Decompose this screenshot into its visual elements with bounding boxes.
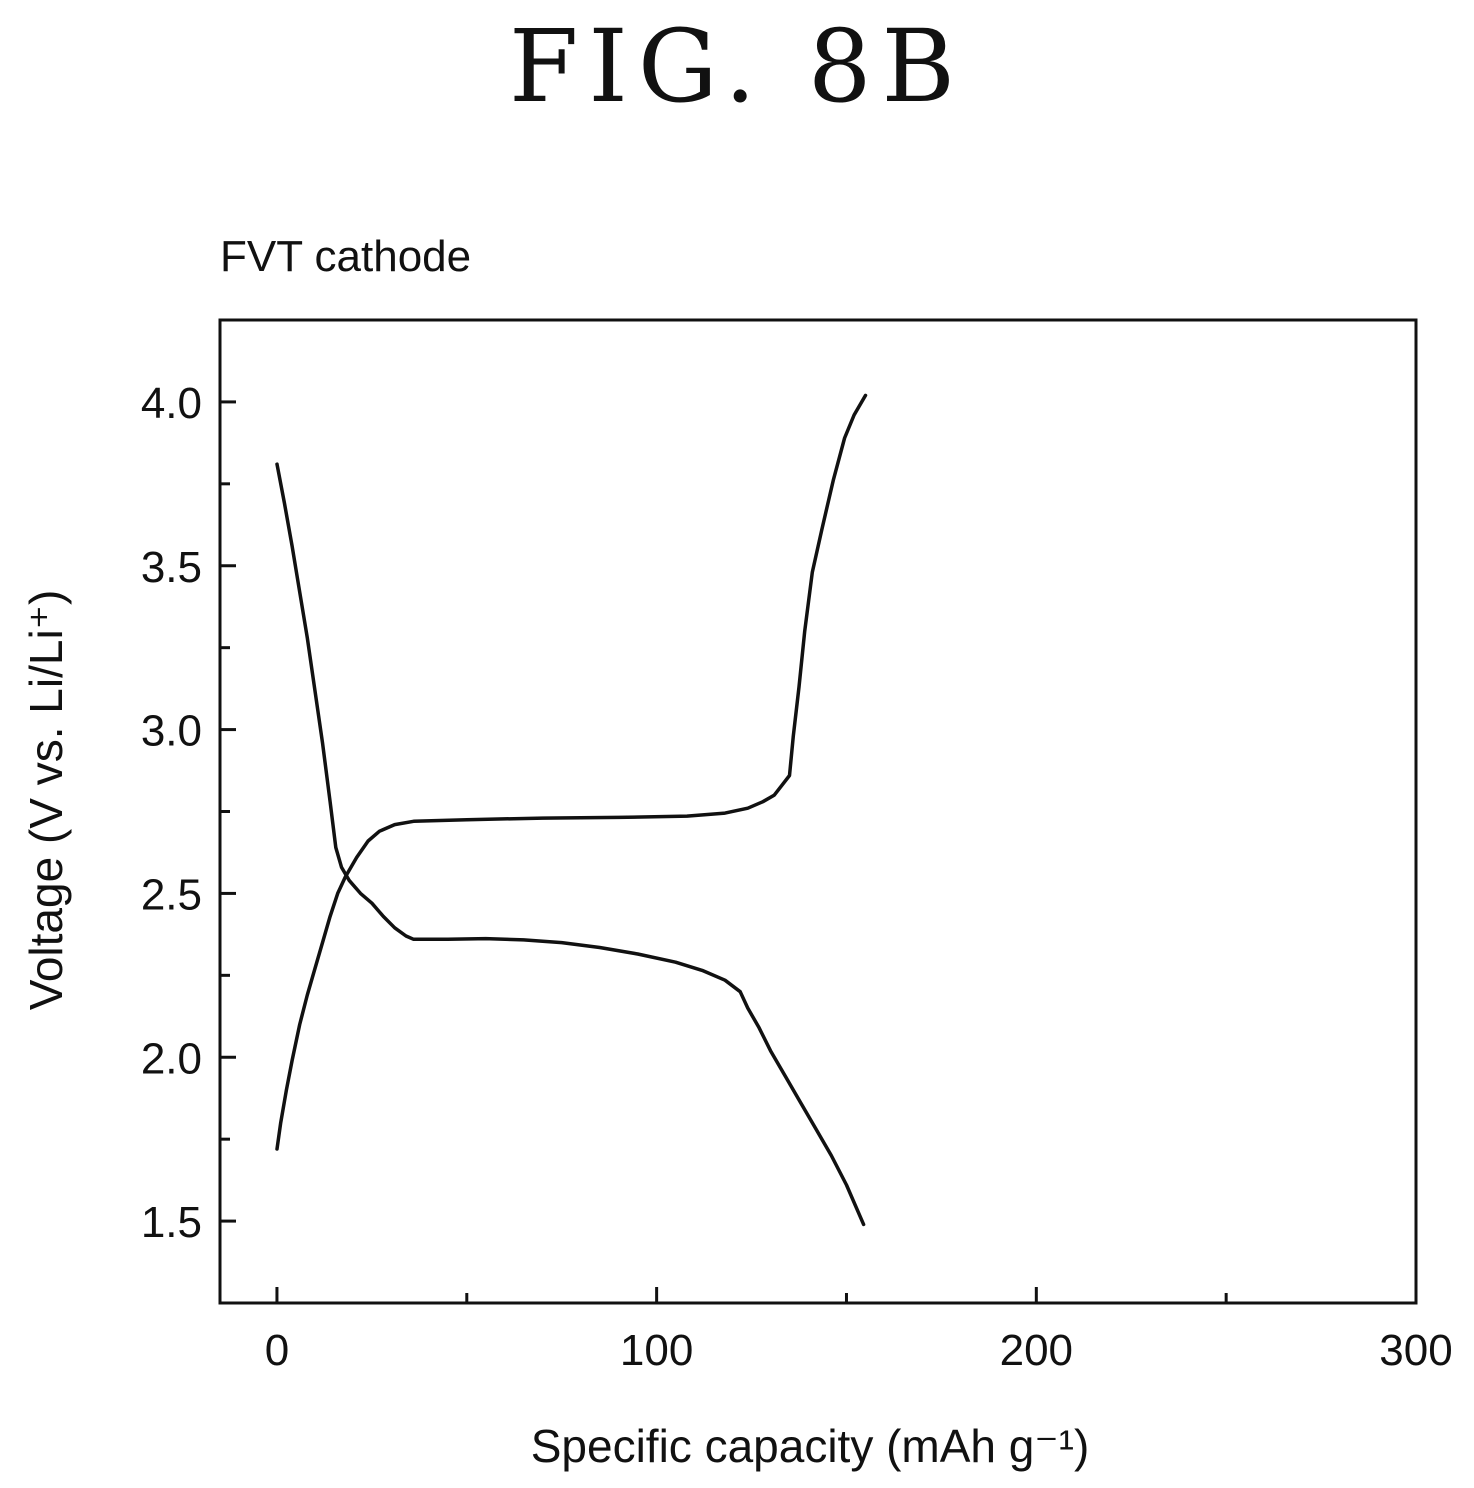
chart-title: FVT cathode — [220, 232, 472, 281]
figure-title: FIG. 8B — [509, 8, 965, 125]
y-tick-label: 2.0 — [141, 1034, 202, 1083]
x-tick-label: 0 — [265, 1326, 289, 1375]
y-axis-title: Voltage (V vs. Li/Li⁺) — [20, 590, 72, 1011]
curves-layer — [275, 393, 868, 1227]
y-tick-label: 4.0 — [141, 379, 202, 428]
y-tick-label: 3.0 — [141, 707, 202, 756]
discharge-curve — [275, 462, 866, 1227]
y-tick-label: 3.5 — [141, 543, 202, 592]
x-tick-label: 300 — [1379, 1326, 1452, 1375]
ticks-layer: 0 100 200 300 1.5 2.0 2.5 3.0 3.5 4.0 — [141, 379, 1453, 1375]
charge-curve — [275, 393, 868, 1151]
x-axis-title: Specific capacity (mAh g⁻¹) — [531, 1420, 1090, 1472]
x-tick-label: 100 — [620, 1326, 693, 1375]
y-tick-label: 1.5 — [141, 1198, 202, 1247]
plot-frame — [218, 318, 1418, 1305]
y-tick-label: 2.5 — [141, 870, 202, 919]
x-tick-label: 200 — [1000, 1326, 1073, 1375]
